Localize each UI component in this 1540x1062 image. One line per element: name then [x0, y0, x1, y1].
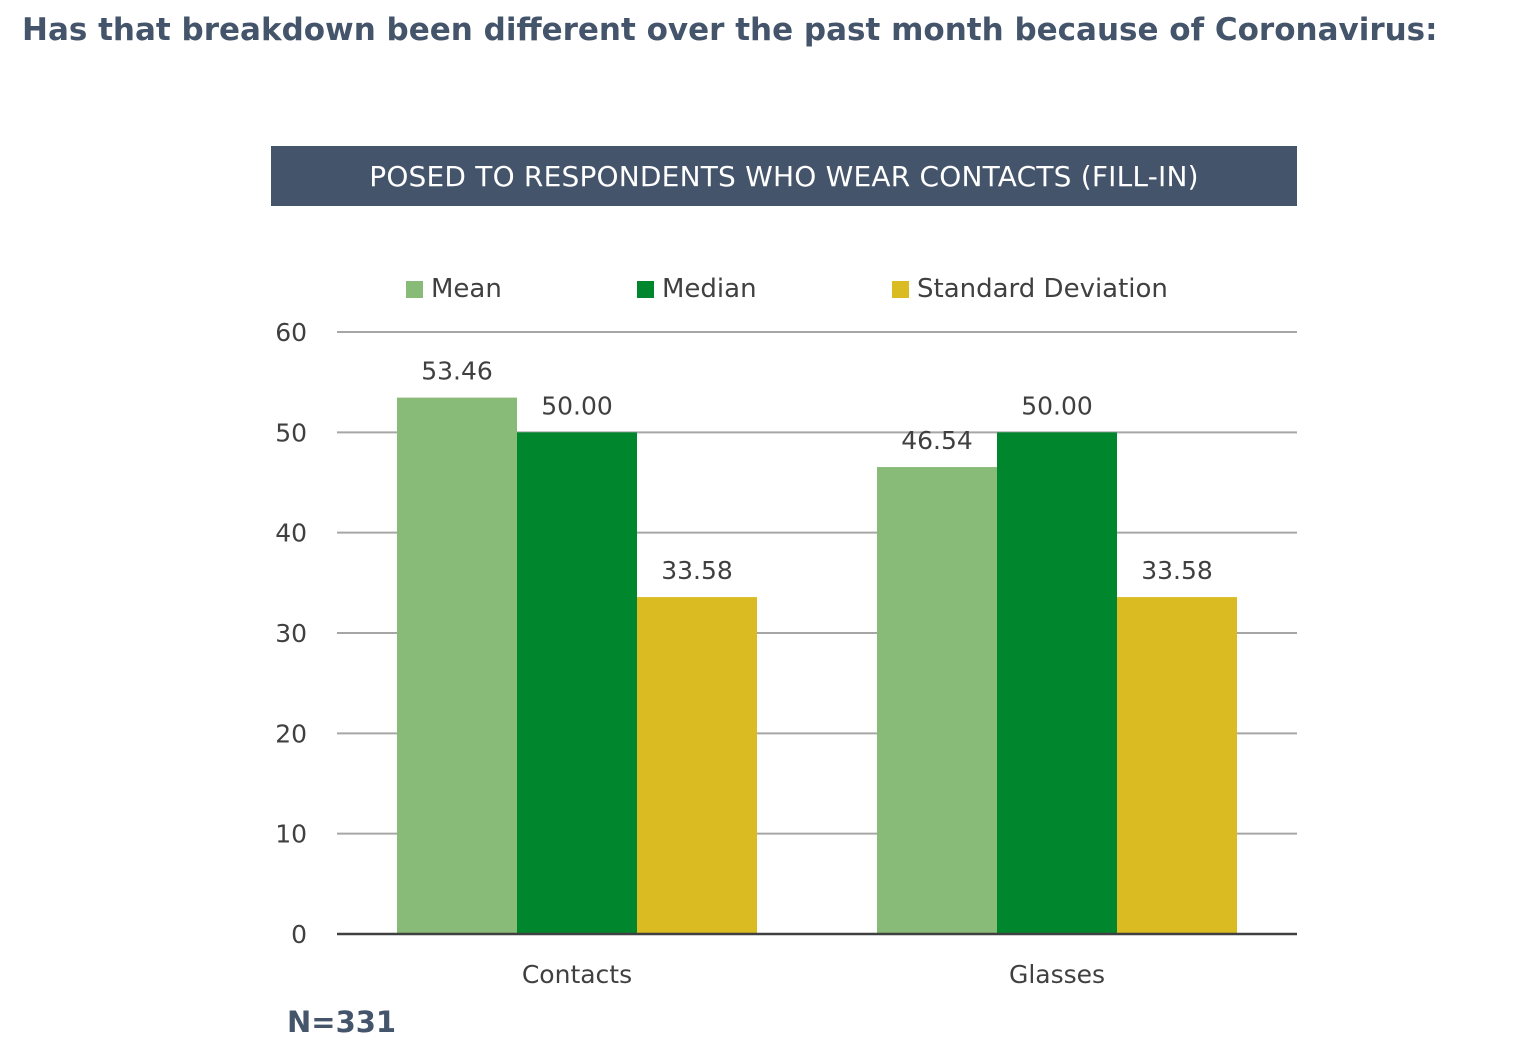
y-tick-label-30: 30 [275, 619, 307, 648]
x-tick-label-contacts: Contacts [522, 960, 632, 989]
y-tick-label-50: 50 [275, 418, 307, 447]
legend-item-mean: Mean [406, 270, 502, 308]
data-label-contacts-median: 50.00 [541, 391, 613, 420]
legend-item-median: Median [637, 270, 757, 308]
legend-label-mean: Mean [431, 274, 502, 304]
data-label-glasses-median: 50.00 [1021, 391, 1093, 420]
y-tick-label-40: 40 [275, 519, 307, 548]
legend-swatch-mean [406, 280, 423, 298]
legend-swatch-median [637, 280, 654, 298]
y-tick-label-20: 20 [275, 719, 307, 748]
data-label-contacts-standard-deviation: 33.58 [661, 556, 733, 585]
bar-glasses-standard-deviation [1117, 597, 1237, 934]
data-label-contacts-mean: 53.46 [421, 357, 493, 386]
legend-label-median: Median [662, 274, 757, 304]
legend-label-standard-deviation: Standard Deviation [917, 274, 1168, 304]
chart-legend: Mean Median Standard Deviation [0, 270, 1540, 310]
legend-item-standard-deviation: Standard Deviation [892, 270, 1168, 308]
data-label-glasses-standard-deviation: 33.58 [1141, 556, 1213, 585]
data-label-glasses-mean: 46.54 [901, 426, 973, 455]
question-banner: POSED TO RESPONDENTS WHO WEAR CONTACTS (… [271, 146, 1297, 206]
y-tick-label-10: 10 [275, 820, 307, 849]
bar-glasses-mean [877, 467, 997, 934]
x-tick-label-glasses: Glasses [1009, 960, 1105, 989]
bar-contacts-median [517, 432, 637, 934]
sample-size-note: N=331 [287, 1005, 397, 1039]
legend-swatch-standard-deviation [892, 280, 909, 298]
y-tick-label-0: 0 [291, 920, 307, 949]
page-title: Has that breakdown been different over t… [22, 12, 1438, 48]
bar-glasses-median [997, 432, 1117, 934]
bar-contacts-mean [397, 397, 517, 934]
bar-contacts-standard-deviation [637, 597, 757, 934]
y-tick-label-60: 60 [275, 318, 307, 347]
banner-text: POSED TO RESPONDENTS WHO WEAR CONTACTS (… [369, 159, 1199, 193]
